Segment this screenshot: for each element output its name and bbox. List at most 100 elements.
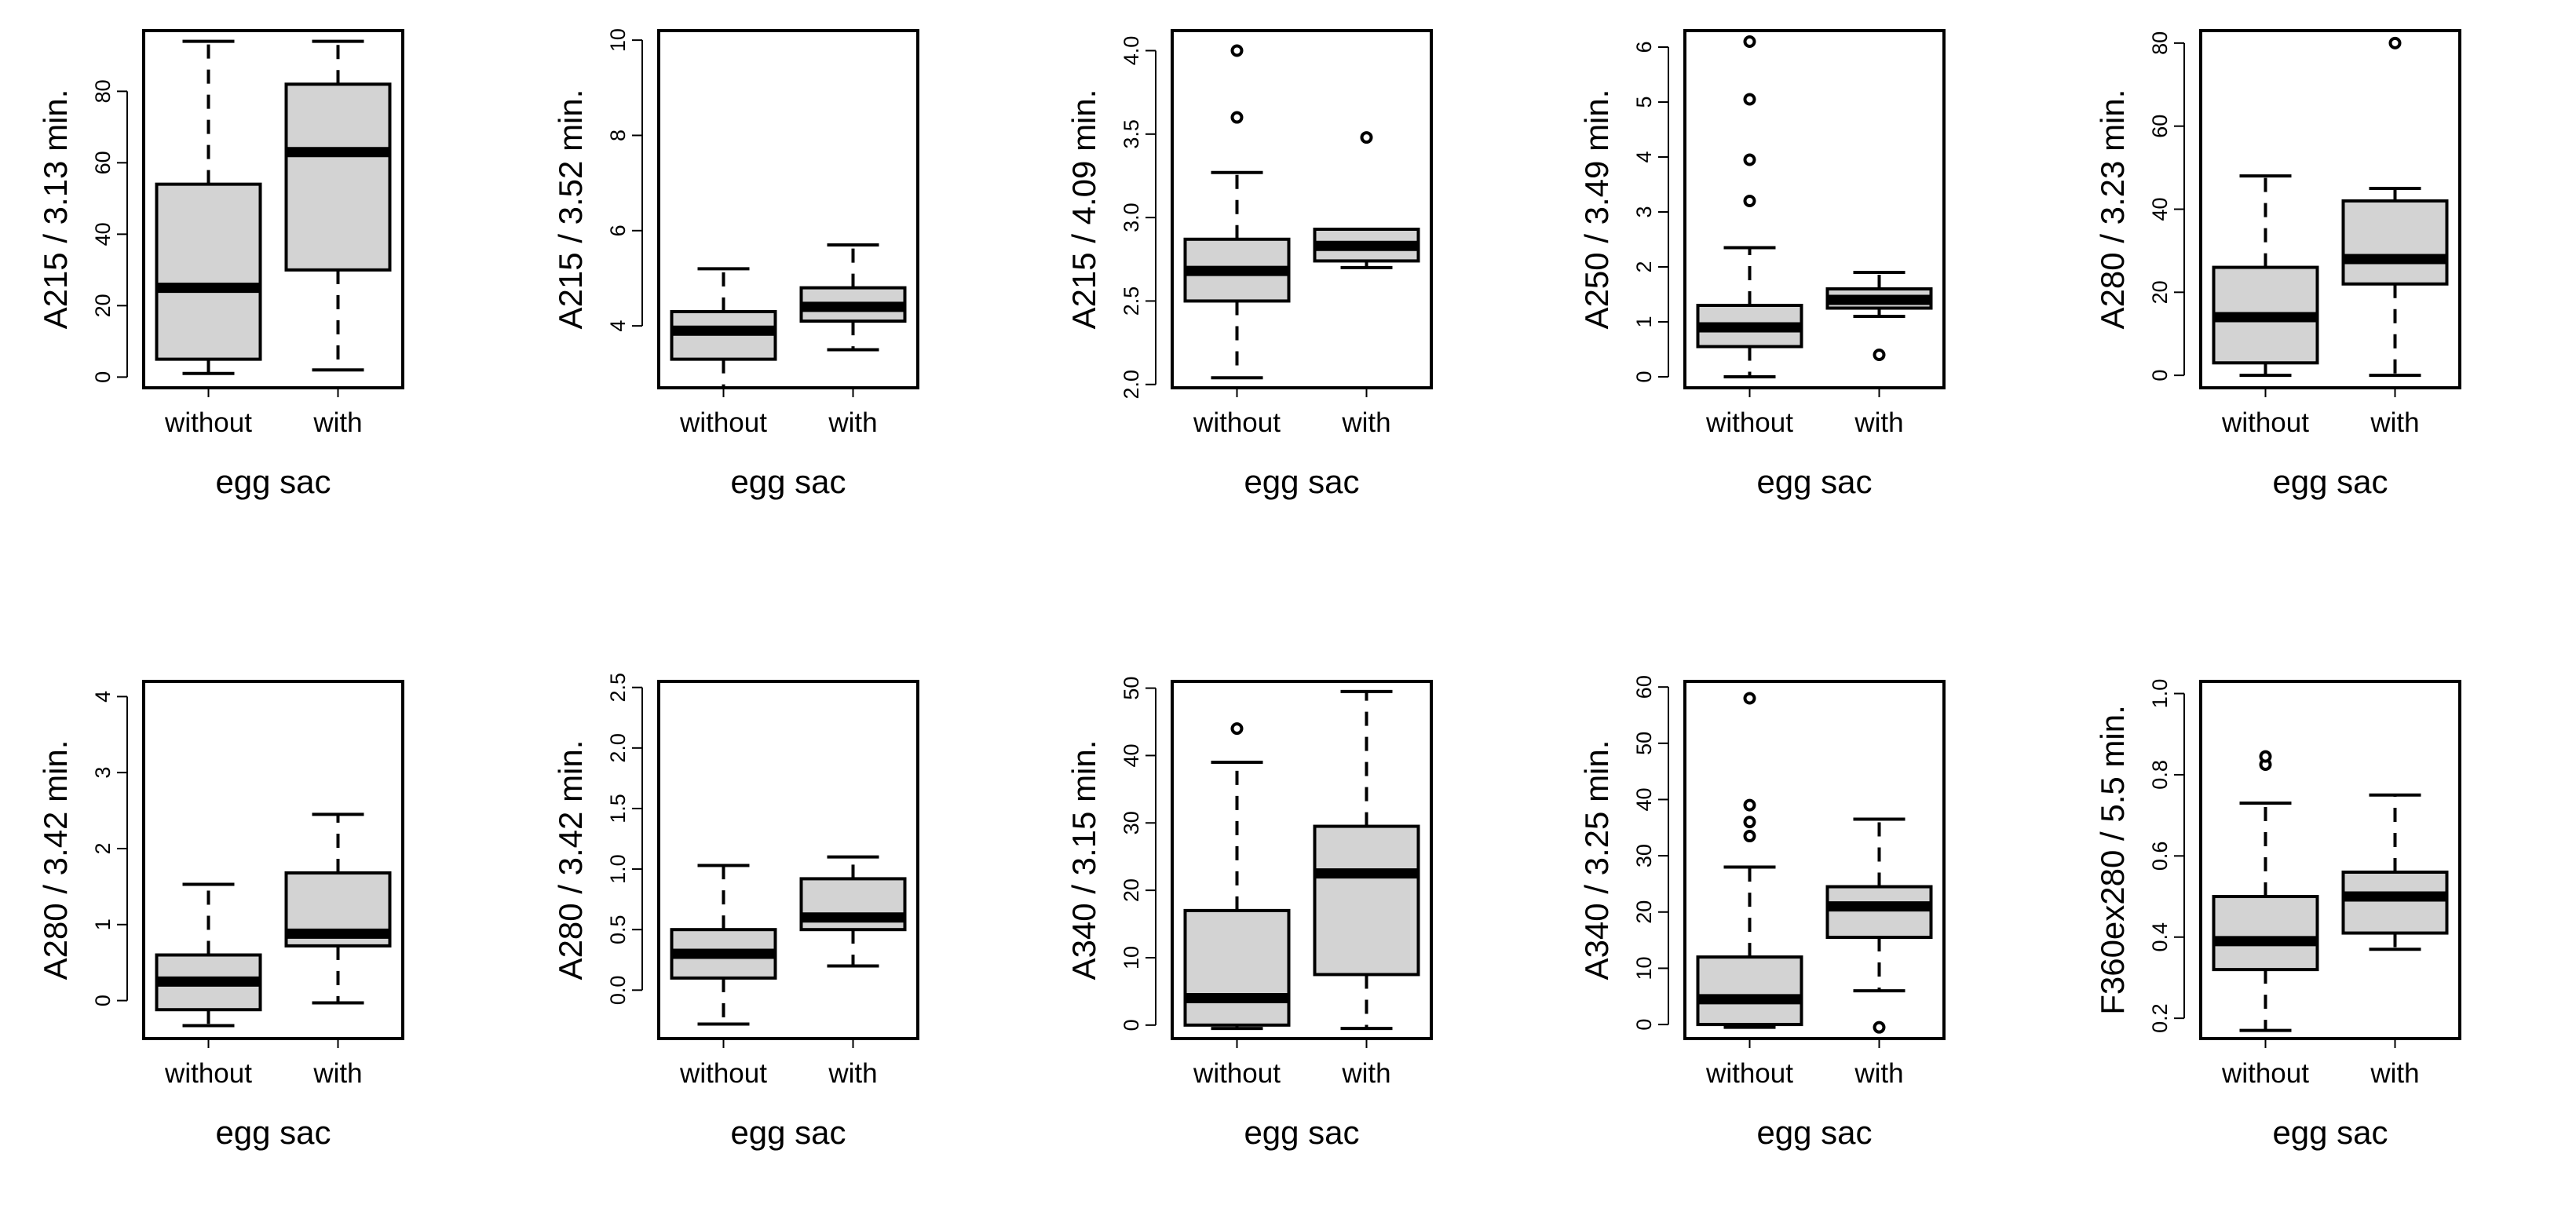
outlier-point [2388, 36, 2402, 49]
y-tick-label: 2 [91, 842, 115, 854]
y-tick-label: 2.0 [606, 733, 630, 763]
plot-frame [657, 29, 919, 389]
y-tick-label: 80 [2148, 31, 2172, 55]
chart-panel-9: 0 10 20 30 40 50 60 without with egg sac A340 / 3.… [1578, 675, 1946, 1151]
box-without [155, 882, 262, 1028]
y-tick-label: 50 [1120, 677, 1143, 700]
plot-frame [2199, 680, 2461, 1040]
x-tick-label-without: without [164, 1058, 252, 1089]
y-tick-label: 4 [606, 320, 630, 332]
box-without [2212, 750, 2319, 1032]
y-tick-label: 0.0 [606, 976, 630, 1006]
box-with [1313, 131, 1420, 269]
x-tick-label-with: with [312, 407, 362, 438]
outlier-point [1743, 35, 1756, 48]
y-tick-label: 3 [91, 767, 115, 779]
y-tick-label: 10 [606, 28, 630, 52]
y-tick-label: 30 [1120, 811, 1143, 834]
plot-frame [1683, 29, 1946, 389]
x-axis-label: egg sac [1756, 1114, 1872, 1151]
y-tick-label: 1.0 [606, 854, 630, 884]
x-axis-label: egg sac [215, 463, 331, 500]
y-tick-label: 0.2 [2148, 1003, 2172, 1033]
x-axis-label: egg sac [730, 463, 846, 500]
chart-panel-4: 0 1 2 3 4 5 6 without with egg sac A250 / 3.49 min… [1578, 29, 1946, 500]
y-tick-label: 1 [1632, 316, 1656, 327]
outlier-point [1230, 44, 1244, 57]
y-tick-label: 60 [91, 151, 115, 174]
x-axis-label: egg sac [1756, 463, 1872, 500]
box-with [2341, 36, 2449, 378]
box-without [670, 267, 777, 389]
y-tick-label: 40 [2148, 197, 2172, 221]
x-tick-label-without: without [2221, 407, 2309, 438]
box-without [1696, 35, 1803, 378]
box-with [1825, 271, 1933, 361]
chart-panel-6: 0 1 2 3 4 without with egg sac A280 / 3.42 min. [37, 680, 404, 1151]
outlier-point [1743, 93, 1756, 106]
x-tick-label-with: with [2370, 1058, 2419, 1089]
x-tick-label-without: without [1705, 1058, 1793, 1089]
y-axis-label: F360ex280 / 5.5 min. [2094, 705, 2131, 1015]
chart-panel-10: 0.2 0.4 0.6 0.8 1.0 without with egg sac F360ex2… [2094, 679, 2461, 1151]
y-tick-label: 80 [91, 79, 115, 103]
iqr-box [1825, 885, 1933, 940]
box-with [284, 812, 392, 1005]
iqr-box [1696, 955, 1803, 1027]
y-tick-label: 6 [1632, 41, 1656, 53]
box-with [799, 243, 907, 352]
x-axis-label: egg sac [1244, 1114, 1359, 1151]
y-tick-label: 20 [91, 294, 115, 317]
outlier-point [1743, 798, 1756, 812]
y-axis-label: A340 / 3.25 min. [1578, 740, 1615, 980]
x-tick-label-with: with [1341, 407, 1390, 438]
x-tick-label-with: with [1854, 407, 1903, 438]
iqr-box [2341, 871, 2449, 935]
outlier-point [1360, 131, 1373, 144]
box-without [1183, 722, 1291, 1031]
x-axis-label: egg sac [2272, 1114, 2388, 1151]
x-tick-label-with: with [1854, 1058, 1903, 1089]
y-tick-label: 1.0 [2148, 679, 2172, 709]
y-tick-label: 20 [1632, 900, 1656, 924]
box-without [1183, 44, 1291, 380]
box-without [670, 864, 777, 1026]
y-axis-label: A215 / 3.52 min. [552, 89, 589, 330]
y-tick-label: 50 [1632, 732, 1656, 755]
outlier-point [1743, 195, 1756, 207]
y-tick-label: 4 [91, 691, 115, 703]
y-tick-label: 3 [1632, 206, 1656, 217]
y-tick-label: 0.6 [2148, 842, 2172, 871]
y-tick-label: 0 [1632, 371, 1656, 382]
y-axis-label: A280 / 3.23 min. [2094, 89, 2131, 330]
y-axis-label: A280 / 3.42 min. [552, 740, 589, 980]
chart-panel-1: 0 20 40 60 80 without with egg sac A215 / 3.13 m… [37, 29, 404, 500]
x-axis-label: egg sac [2272, 463, 2388, 500]
y-axis-label: A215 / 4.09 min. [1065, 89, 1102, 330]
iqr-box [284, 82, 392, 272]
y-tick-label: 6 [606, 225, 630, 236]
y-axis-label: A250 / 3.49 min. [1578, 89, 1615, 330]
x-axis-label: egg sac [215, 1114, 331, 1151]
outlier-point [1743, 830, 1756, 843]
plot-frame [657, 680, 919, 1040]
outlier-point [1743, 153, 1756, 166]
y-tick-label: 20 [1120, 878, 1143, 902]
y-tick-label: 1 [91, 918, 115, 930]
outlier-point [1873, 1021, 1886, 1034]
box-with [284, 39, 392, 372]
box-without [155, 39, 262, 375]
outlier-point [1873, 349, 1886, 361]
x-tick-label-without: without [164, 407, 252, 438]
y-tick-label: 40 [1120, 743, 1143, 767]
plot-frame [2199, 29, 2461, 389]
plot-frame [1171, 29, 1433, 389]
y-axis-label: A340 / 3.15 min. [1065, 740, 1102, 980]
plot-frame [142, 29, 404, 389]
x-tick-label-without: without [679, 407, 767, 438]
y-tick-label: 1.5 [606, 794, 630, 823]
x-tick-label-without: without [1193, 407, 1281, 438]
iqr-box [1313, 824, 1420, 977]
outlier-point [1230, 111, 1244, 124]
iqr-box [155, 182, 262, 361]
